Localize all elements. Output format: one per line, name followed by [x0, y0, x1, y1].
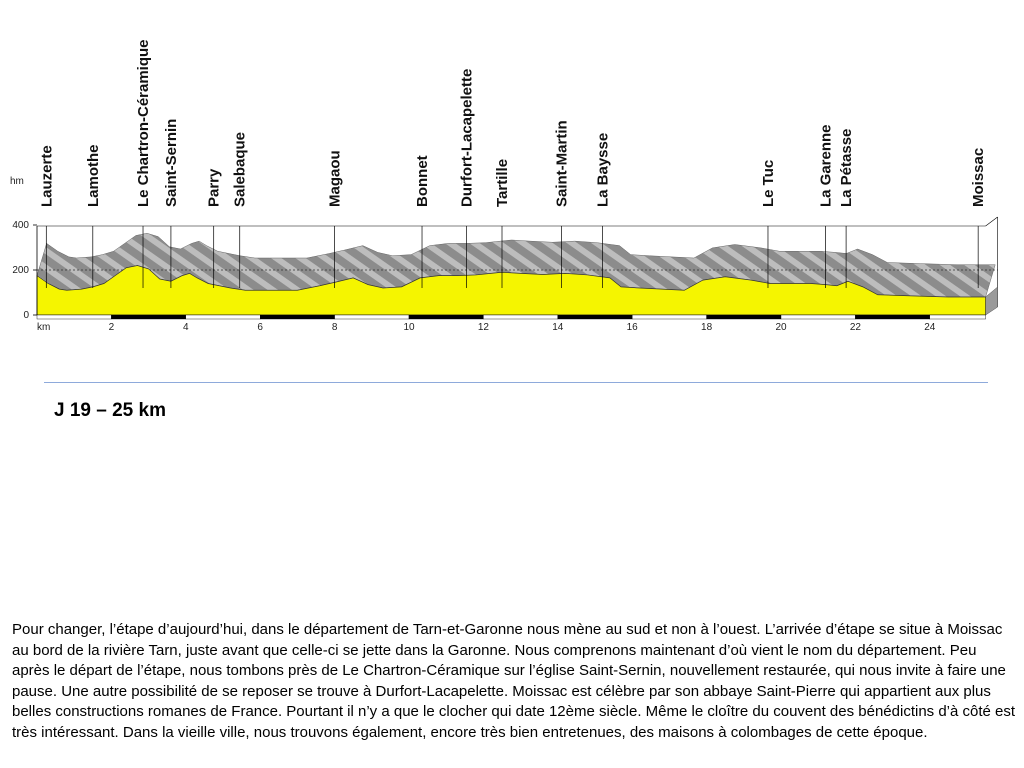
- y-tick-label-200: 200: [12, 265, 29, 276]
- place-label-5: Salebaque: [232, 132, 249, 207]
- x-tick-label-2: 2: [109, 322, 115, 333]
- place-label-14: La Pétasse: [838, 129, 855, 207]
- km-band-24: [929, 314, 986, 320]
- x-tick-label-6: 6: [257, 322, 263, 333]
- depth-edge-top: [985, 216, 998, 227]
- x-tick-label-10: 10: [403, 322, 415, 333]
- place-label-3: Saint-Sernin: [163, 119, 180, 207]
- chart-grid: [37, 216, 998, 316]
- stage-description: Pour changer, l’étape d’aujourd’hui, dan…: [12, 621, 1016, 741]
- place-label-7: Bonnet: [414, 155, 431, 207]
- place-label-2: Le Chartron-Céramique: [135, 39, 152, 207]
- x-axis-unit-label: km: [37, 322, 50, 333]
- y-tick-label-0: 0: [23, 310, 29, 321]
- elevation-area: [36, 265, 986, 316]
- elevation-profile-chart: Lauzerte Lamothe Le Chartron-Céramique Sain…: [10, 39, 998, 333]
- km-band-12: [483, 314, 558, 320]
- x-tick-label-14: 14: [552, 322, 564, 333]
- x-tick-label-22: 22: [850, 322, 862, 333]
- stage-subtitle: J 19 – 25 km: [54, 400, 166, 421]
- km-band-6: [260, 314, 335, 320]
- elevation-series-area: [36, 265, 986, 316]
- x-tick-label-24: 24: [924, 322, 936, 333]
- km-band-18: [706, 314, 782, 320]
- km-band-0: [36, 314, 112, 320]
- x-tick-label-20: 20: [775, 322, 787, 333]
- place-label-6: Magaou: [327, 150, 344, 207]
- y-axis-unit-label: hm: [10, 176, 24, 187]
- place-markers: Lauzerte Lamothe Le Chartron-Céramique Sain…: [38, 39, 987, 288]
- x-tick-label-12: 12: [478, 322, 490, 333]
- place-label-1: Lamothe: [85, 144, 102, 207]
- place-label-4: Parry: [206, 168, 223, 207]
- x-tick-label-4: 4: [183, 322, 189, 333]
- x-tick-label-18: 18: [701, 322, 713, 333]
- place-label-9: Tartille: [494, 159, 511, 207]
- place-label-0: Lauzerte: [38, 145, 55, 207]
- km-band-16: [632, 314, 707, 320]
- y-tick-label-400: 400: [12, 220, 29, 231]
- place-label-10: Saint-Martin: [554, 120, 571, 207]
- x-tick-label-16: 16: [627, 322, 639, 333]
- place-label-11: La Baysse: [594, 133, 611, 207]
- place-label-12: Le Tuc: [760, 160, 777, 207]
- place-label-13: La Garenne: [818, 124, 835, 207]
- section-divider: [44, 382, 988, 383]
- km-band-20: [780, 314, 856, 320]
- place-label-8: Durfort-Lacapelette: [459, 69, 476, 207]
- km-band-4: [185, 314, 261, 320]
- km-band-2: [111, 314, 187, 320]
- x-tick-label-8: 8: [332, 322, 338, 333]
- km-band-10: [408, 314, 484, 320]
- place-label-15: Moissac: [970, 148, 987, 207]
- km-band-14: [557, 314, 633, 320]
- km-band-8: [334, 314, 410, 320]
- km-band-22: [855, 314, 931, 320]
